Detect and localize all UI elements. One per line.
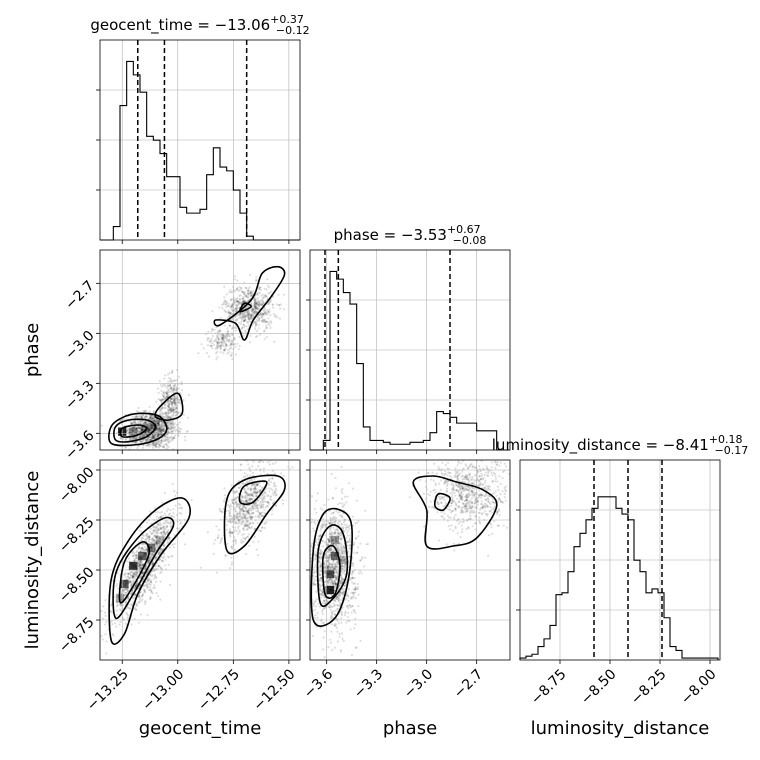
histogram-layer (100, 40, 719, 660)
xtick-label-geocent_time-1: −13.00 (139, 666, 187, 714)
ytick-label-luminosity_distance-0: −8.75 (56, 614, 98, 656)
title-main-luminosity_distance: luminosity_distance = −8.41 (492, 436, 709, 455)
histogram-luminosity_distance (519, 496, 719, 660)
histogram-phase (310, 270, 510, 451)
contour-0-0 (108, 412, 168, 447)
title-upper-geocent_time: +0.37 (270, 13, 304, 26)
contour-2-1 (316, 524, 349, 608)
title-phase: phase = −3.53+0.67 −0.08 (334, 223, 487, 247)
contour-1-4 (238, 480, 268, 506)
contour-0-3 (154, 392, 184, 421)
title-upper-luminosity_distance: +0.18 (709, 433, 743, 446)
contour-0-4 (213, 265, 286, 341)
ytick-label-phase-0: −3.6 (62, 428, 97, 463)
xtick-label-geocent_time-0: −13.25 (84, 666, 132, 714)
contour-2-3 (412, 475, 498, 550)
panel-frame-2-1 (309, 459, 511, 661)
xtick-label-luminosity_distance-2: −8.25 (628, 666, 670, 708)
xtick-label-phase-3: −2.7 (451, 666, 486, 701)
contour-layer (108, 265, 498, 645)
yaxis-label-luminosity_distance: luminosity_distance (22, 471, 43, 650)
yaxis-label-phase: phase (22, 323, 43, 377)
contour-1-1 (112, 516, 175, 620)
title-lower-phase: −0.08 (453, 234, 487, 247)
histogram-geocent_time (100, 60, 300, 241)
ytick-label-phase-2: −3.0 (62, 328, 97, 363)
contour-1-0 (108, 497, 191, 645)
contour-2-4 (434, 492, 451, 512)
contours-geocent_time-luminosity_distance (108, 474, 286, 645)
title-upper-phase: +0.67 (447, 223, 481, 236)
title-main-phase: phase = −3.53 (334, 226, 447, 244)
contour-0-5 (239, 302, 252, 313)
contours-geocent_time-phase (108, 265, 286, 447)
title-lower-geocent_time: −0.12 (276, 24, 310, 37)
panel-frame-1-0 (99, 249, 301, 451)
ytick-label-phase-1: −3.3 (62, 378, 97, 413)
title-main-geocent_time: geocent_time = −13.06 (90, 16, 270, 35)
scatter-phase-luminosity_distance (310, 460, 510, 659)
scatter-geocent_time-luminosity_distance (100, 460, 294, 655)
xtick-label-luminosity_distance-0: −8.75 (528, 666, 570, 708)
contour-0-2 (119, 424, 148, 438)
contour-2-0 (310, 507, 353, 627)
ytick-label-luminosity_distance-2: −8.25 (56, 514, 98, 556)
tick-layer (96, 89, 711, 664)
xtick-label-phase-0: −3.6 (301, 666, 336, 701)
contour-1-2 (118, 541, 151, 604)
title-geocent_time: geocent_time = −13.06+0.37 −0.12 (90, 13, 309, 37)
frame-layer (99, 39, 721, 661)
label-layer: −13.25 −13.00 −12.75 −12.50 geocent_time −3.6… (22, 278, 720, 739)
scatter-geocent_time-phase (100, 273, 286, 450)
xtick-label-geocent_time-2: −12.75 (195, 666, 243, 714)
grid-layer (100, 40, 720, 660)
contour-0-1 (113, 418, 157, 443)
xaxis-label-phase: phase (383, 718, 437, 739)
panel-frame-2-0 (99, 459, 301, 661)
contour-1-3 (223, 474, 286, 555)
ytick-label-luminosity_distance-3: −8.00 (56, 464, 98, 506)
title-lower-luminosity_distance: −0.17 (715, 444, 749, 457)
title-luminosity_distance: luminosity_distance = −8.41+0.18 −0.17 (492, 433, 748, 457)
xtick-label-geocent_time-3: −12.50 (251, 666, 299, 714)
xtick-label-phase-1: −3.3 (351, 666, 386, 701)
xaxis-label-luminosity_distance: luminosity_distance (531, 718, 710, 739)
ytick-label-luminosity_distance-1: −8.50 (56, 564, 98, 606)
contour-2-2 (321, 544, 341, 599)
contours-phase-luminosity_distance (310, 475, 498, 627)
xaxis-label-geocent_time: geocent_time (139, 718, 262, 739)
title-layer: geocent_time = −13.06+0.37 −0.12 phase = −… (90, 13, 748, 457)
xtick-label-phase-2: −3.0 (401, 666, 436, 701)
xtick-label-luminosity_distance-1: −8.50 (578, 666, 620, 708)
xtick-label-luminosity_distance-3: −8.00 (678, 666, 720, 708)
ytick-label-phase-3: −2.7 (62, 278, 97, 313)
density-phase-luminosity_distance (325, 535, 346, 595)
density-layer (115, 420, 346, 603)
